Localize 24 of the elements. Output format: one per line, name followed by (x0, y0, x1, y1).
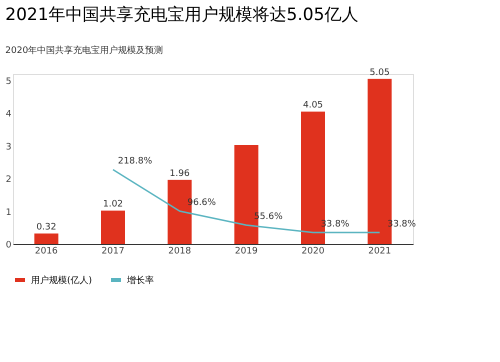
y-tick-label: 2 (6, 175, 12, 186)
data-label: 218.8% (118, 156, 153, 167)
y-tick-label: 4 (6, 110, 12, 120)
data-label: 5.05 (370, 68, 390, 78)
data-label: 4.05 (302, 100, 324, 111)
y-tick-label: 0 (6, 240, 12, 250)
x-tick-label: 2020 (302, 246, 325, 256)
legend-label: 用户规模(亿人) (31, 275, 92, 286)
x-tick-label: 2017 (102, 246, 124, 256)
x-tick-label: 2019 (234, 246, 258, 256)
bar (34, 234, 58, 244)
data-label: 1.96 (170, 168, 190, 179)
y-tick-label: 5 (6, 77, 12, 88)
x-tick-label: 2018 (168, 246, 192, 256)
legend-label: 增长率 (126, 275, 154, 286)
x-tick-label: 2016 (34, 246, 58, 256)
y-tick-label: 1 (6, 208, 12, 218)
y-tick-label: 3 (6, 142, 12, 152)
data-label: 0.32 (36, 222, 56, 233)
chart-title: 2021年中国共享充电宝用户规模将达5.05亿人 (5, 4, 358, 25)
data-label: 1.02 (102, 200, 124, 210)
chart-subtitle: 2020年中国共享充电宝用户规模及预测 (5, 44, 164, 56)
bar (101, 210, 125, 244)
x-tick-label: 2021 (368, 246, 392, 256)
